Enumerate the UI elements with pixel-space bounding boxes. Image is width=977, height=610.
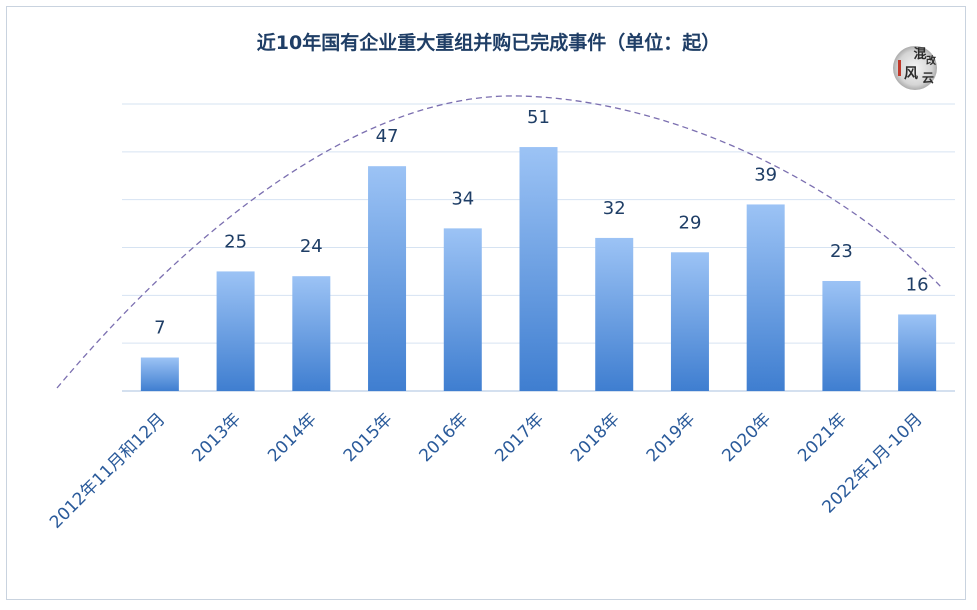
bar [670, 252, 709, 391]
bar [595, 237, 634, 391]
data-label: 51 [527, 107, 550, 128]
x-tick-label: 2015年 [340, 409, 397, 466]
x-tick-label: 2020年 [718, 409, 775, 466]
x-tick-label: 2019年 [643, 409, 700, 466]
x-tick-label: 2018年 [567, 409, 624, 466]
data-label: 16 [906, 274, 929, 295]
data-label: 39 [754, 164, 777, 185]
data-label: 29 [679, 212, 702, 233]
data-label: 24 [300, 236, 323, 257]
bar [746, 204, 785, 391]
data-label: 23 [830, 241, 853, 262]
trend-line [56, 95, 943, 389]
chart-title: 近10年国有企业重大重组并购已完成事件（单位：起） [256, 32, 721, 54]
x-tick-label: 2016年 [416, 409, 473, 466]
svg-text:混: 混 [913, 47, 926, 62]
x-tick-label: 2014年 [264, 409, 321, 466]
data-label: 47 [376, 126, 399, 147]
bar [898, 314, 937, 391]
bar [443, 228, 482, 391]
bar [216, 271, 255, 391]
data-label: 25 [224, 231, 247, 252]
x-tick-label: 2021年 [794, 409, 851, 466]
bar [822, 280, 861, 391]
svg-text:云: 云 [922, 71, 934, 85]
x-tick-label: 2012年11月和12月 [46, 409, 169, 532]
svg-text:风: 风 [904, 66, 918, 82]
data-label: 32 [603, 198, 626, 219]
bar [140, 357, 179, 391]
svg-text:改: 改 [926, 54, 937, 67]
chart-frame [6, 6, 966, 600]
logo-seal: 混 改 风 云 [893, 46, 937, 90]
bar [519, 147, 558, 391]
x-tick-label: 2013年 [188, 409, 245, 466]
bar [292, 276, 331, 391]
bar [368, 166, 407, 391]
data-label: 7 [154, 318, 165, 339]
data-label: 34 [451, 188, 474, 209]
x-tick-label: 2017年 [491, 409, 548, 466]
